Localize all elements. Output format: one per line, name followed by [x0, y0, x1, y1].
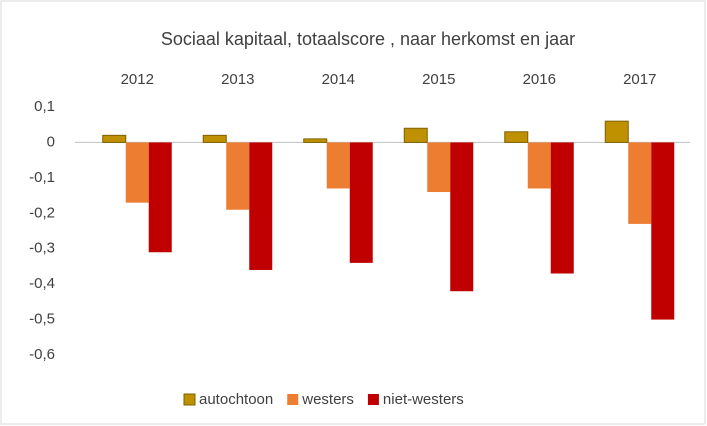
legend-label: autochtoon: [199, 391, 273, 408]
y-tick-label: -0,1: [29, 169, 55, 186]
chart-title: Sociaal kapitaal, totaalscore , naar her…: [161, 29, 575, 49]
bar: [102, 134, 127, 143]
x-tick-label: 2014: [322, 71, 355, 88]
y-tick-label: -0,3: [29, 240, 55, 257]
x-tick-label: 2016: [523, 71, 556, 88]
x-tick-label: 2012: [121, 71, 154, 88]
bar: [651, 142, 675, 320]
bar: [202, 134, 227, 143]
bar: [403, 127, 428, 143]
bar: [148, 142, 172, 253]
bar: [504, 131, 529, 143]
bar: [303, 138, 328, 143]
bar: [326, 142, 350, 189]
bar: [604, 120, 629, 143]
x-tick-label: 2017: [623, 71, 656, 88]
bar: [125, 142, 149, 203]
x-tick-label: 2013: [221, 71, 254, 88]
y-tick-label: -0,2: [29, 204, 55, 221]
legend-swatch: [183, 393, 196, 406]
x-tick-label: 2015: [422, 71, 455, 88]
bar: [450, 142, 474, 292]
bar: [550, 142, 574, 274]
y-tick-label: -0,4: [29, 275, 55, 292]
legend-label: niet-westers: [383, 391, 464, 408]
legend-label: westers: [301, 391, 354, 408]
y-tick-label: 0: [47, 133, 55, 150]
legend-swatch: [367, 394, 379, 405]
y-tick-label: -0,6: [29, 346, 55, 363]
bar: [226, 142, 250, 210]
bar: [628, 142, 652, 224]
legend-swatch: [287, 394, 299, 405]
y-tick-label: 0,1: [34, 98, 55, 115]
bar: [527, 142, 551, 189]
bar: [249, 142, 273, 270]
y-tick-label: -0,5: [29, 311, 55, 328]
bar: [349, 142, 373, 263]
bar: [427, 142, 451, 193]
